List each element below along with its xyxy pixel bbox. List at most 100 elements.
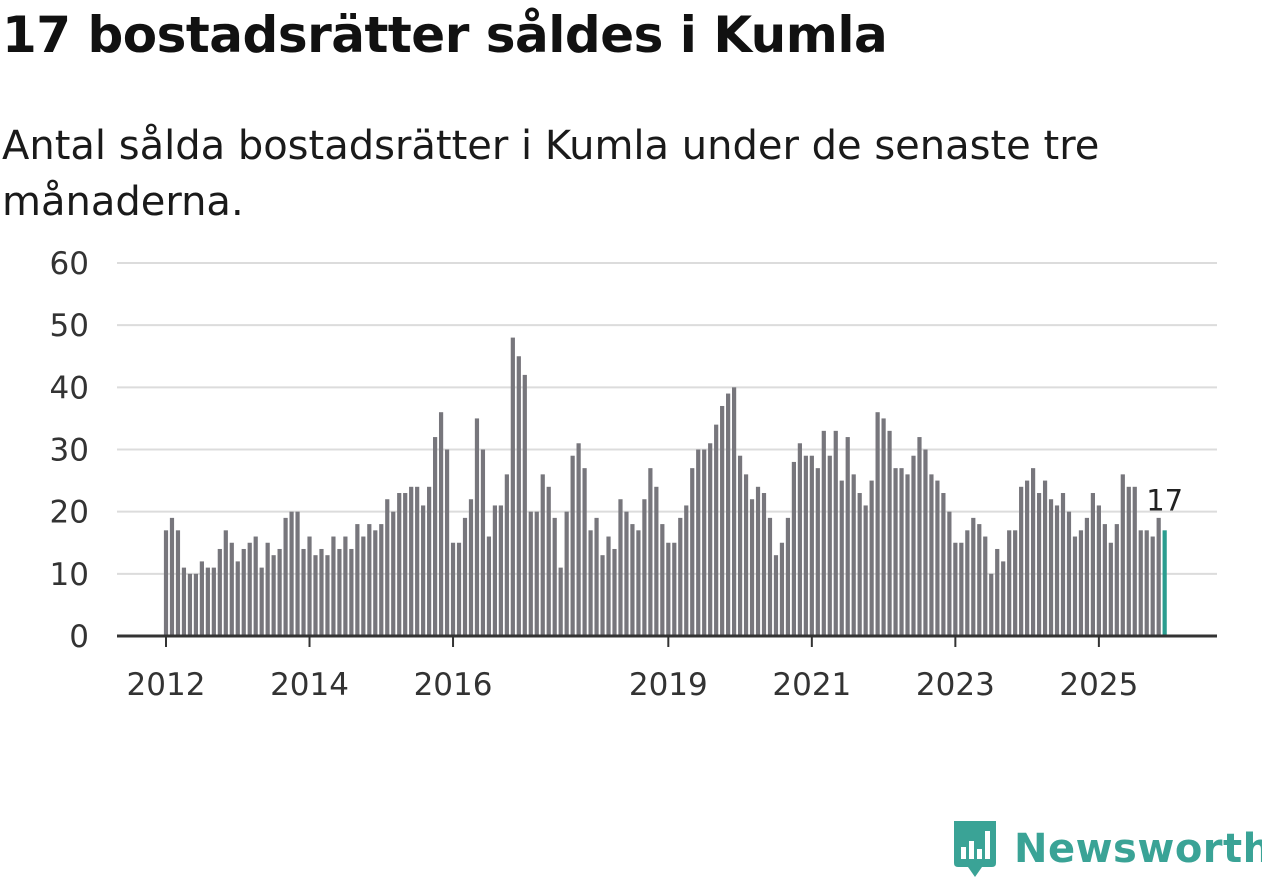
bar bbox=[863, 505, 868, 636]
bar bbox=[857, 493, 862, 636]
bar bbox=[726, 393, 731, 636]
bar bbox=[1120, 474, 1125, 636]
value-label: 17 bbox=[1146, 483, 1183, 517]
bar bbox=[1013, 530, 1018, 636]
bar bbox=[343, 536, 348, 636]
bar bbox=[648, 468, 653, 636]
bar bbox=[241, 548, 246, 636]
bar bbox=[373, 530, 378, 636]
bar bbox=[881, 418, 886, 636]
bar bbox=[1126, 486, 1131, 636]
bar bbox=[277, 548, 282, 636]
bar bbox=[259, 567, 264, 636]
bar bbox=[540, 474, 545, 636]
bar bbox=[690, 468, 695, 636]
bar bbox=[205, 567, 210, 636]
brand-name: Newsworthy bbox=[1014, 826, 1262, 872]
bar bbox=[785, 517, 791, 636]
bar bbox=[708, 443, 713, 636]
bar bbox=[438, 412, 444, 636]
bar bbox=[289, 511, 294, 636]
bar bbox=[397, 493, 402, 636]
bar bbox=[678, 517, 683, 636]
bar bbox=[941, 493, 946, 636]
bar bbox=[163, 530, 169, 636]
bar bbox=[869, 480, 874, 636]
bar bbox=[612, 548, 617, 636]
bar bbox=[660, 524, 665, 636]
bar bbox=[1108, 542, 1113, 636]
bar bbox=[773, 555, 779, 636]
bar bbox=[606, 536, 611, 636]
x-tick-label: 2012 bbox=[127, 667, 206, 703]
bar bbox=[947, 511, 952, 636]
bar bbox=[630, 524, 635, 636]
chart-subtitle: Antal sålda bostadsrätter i Kumla under … bbox=[2, 123, 1100, 225]
bar bbox=[917, 437, 922, 636]
bar bbox=[1114, 524, 1119, 636]
bar bbox=[385, 499, 390, 636]
bar bbox=[361, 536, 366, 636]
bar bbox=[534, 511, 539, 636]
bar bbox=[319, 548, 324, 636]
bar bbox=[821, 430, 826, 636]
bar bbox=[893, 468, 898, 636]
bar bbox=[797, 443, 802, 636]
bar bbox=[229, 542, 234, 636]
bar bbox=[433, 437, 438, 636]
bar bbox=[175, 530, 181, 636]
bar bbox=[1138, 530, 1143, 636]
bar bbox=[331, 536, 336, 636]
bar bbox=[576, 443, 581, 636]
bar bbox=[552, 517, 557, 636]
bar bbox=[642, 499, 647, 636]
bar bbox=[923, 449, 928, 636]
bar bbox=[1036, 493, 1042, 636]
bar bbox=[450, 542, 456, 636]
bar bbox=[684, 505, 689, 636]
bar bbox=[415, 486, 420, 636]
bar bbox=[1078, 530, 1084, 636]
bar bbox=[403, 493, 408, 636]
y-axis-labels: 0 10 20 30 40 50 60 bbox=[50, 246, 89, 655]
x-tick-label: 2014 bbox=[270, 667, 349, 703]
bar bbox=[767, 517, 773, 636]
bar bbox=[564, 511, 569, 636]
bar bbox=[456, 542, 462, 636]
bar bbox=[636, 530, 641, 636]
bar bbox=[911, 455, 916, 636]
bar bbox=[929, 474, 934, 636]
bar bbox=[720, 405, 725, 636]
bar bbox=[468, 499, 474, 636]
bar bbox=[391, 511, 396, 636]
bar bbox=[594, 517, 599, 636]
bar bbox=[169, 517, 175, 636]
bar bbox=[845, 437, 850, 636]
bar bbox=[1007, 530, 1012, 636]
bar bbox=[379, 524, 384, 636]
bar bbox=[995, 548, 1000, 636]
bar bbox=[211, 567, 216, 636]
bar bbox=[409, 486, 414, 636]
bar bbox=[444, 449, 450, 636]
bar bbox=[815, 468, 820, 636]
bar bbox=[307, 536, 312, 636]
bar bbox=[253, 536, 258, 636]
bar bbox=[1090, 493, 1095, 636]
bar bbox=[743, 474, 749, 636]
bar bbox=[283, 517, 288, 636]
bar bbox=[1019, 486, 1024, 636]
bar bbox=[474, 418, 480, 636]
bar bbox=[714, 424, 719, 636]
bar bbox=[1084, 517, 1090, 636]
bar bbox=[421, 505, 426, 636]
bar bbox=[959, 542, 964, 636]
bar bbox=[1025, 480, 1030, 636]
bar bbox=[1096, 505, 1101, 636]
bar bbox=[301, 548, 306, 636]
x-axis: 2012 2014 2016 2019 2021 2023 2025 bbox=[117, 634, 1217, 703]
x-tick-label: 2016 bbox=[414, 667, 493, 703]
bar bbox=[755, 486, 761, 636]
bar bbox=[1001, 561, 1006, 636]
